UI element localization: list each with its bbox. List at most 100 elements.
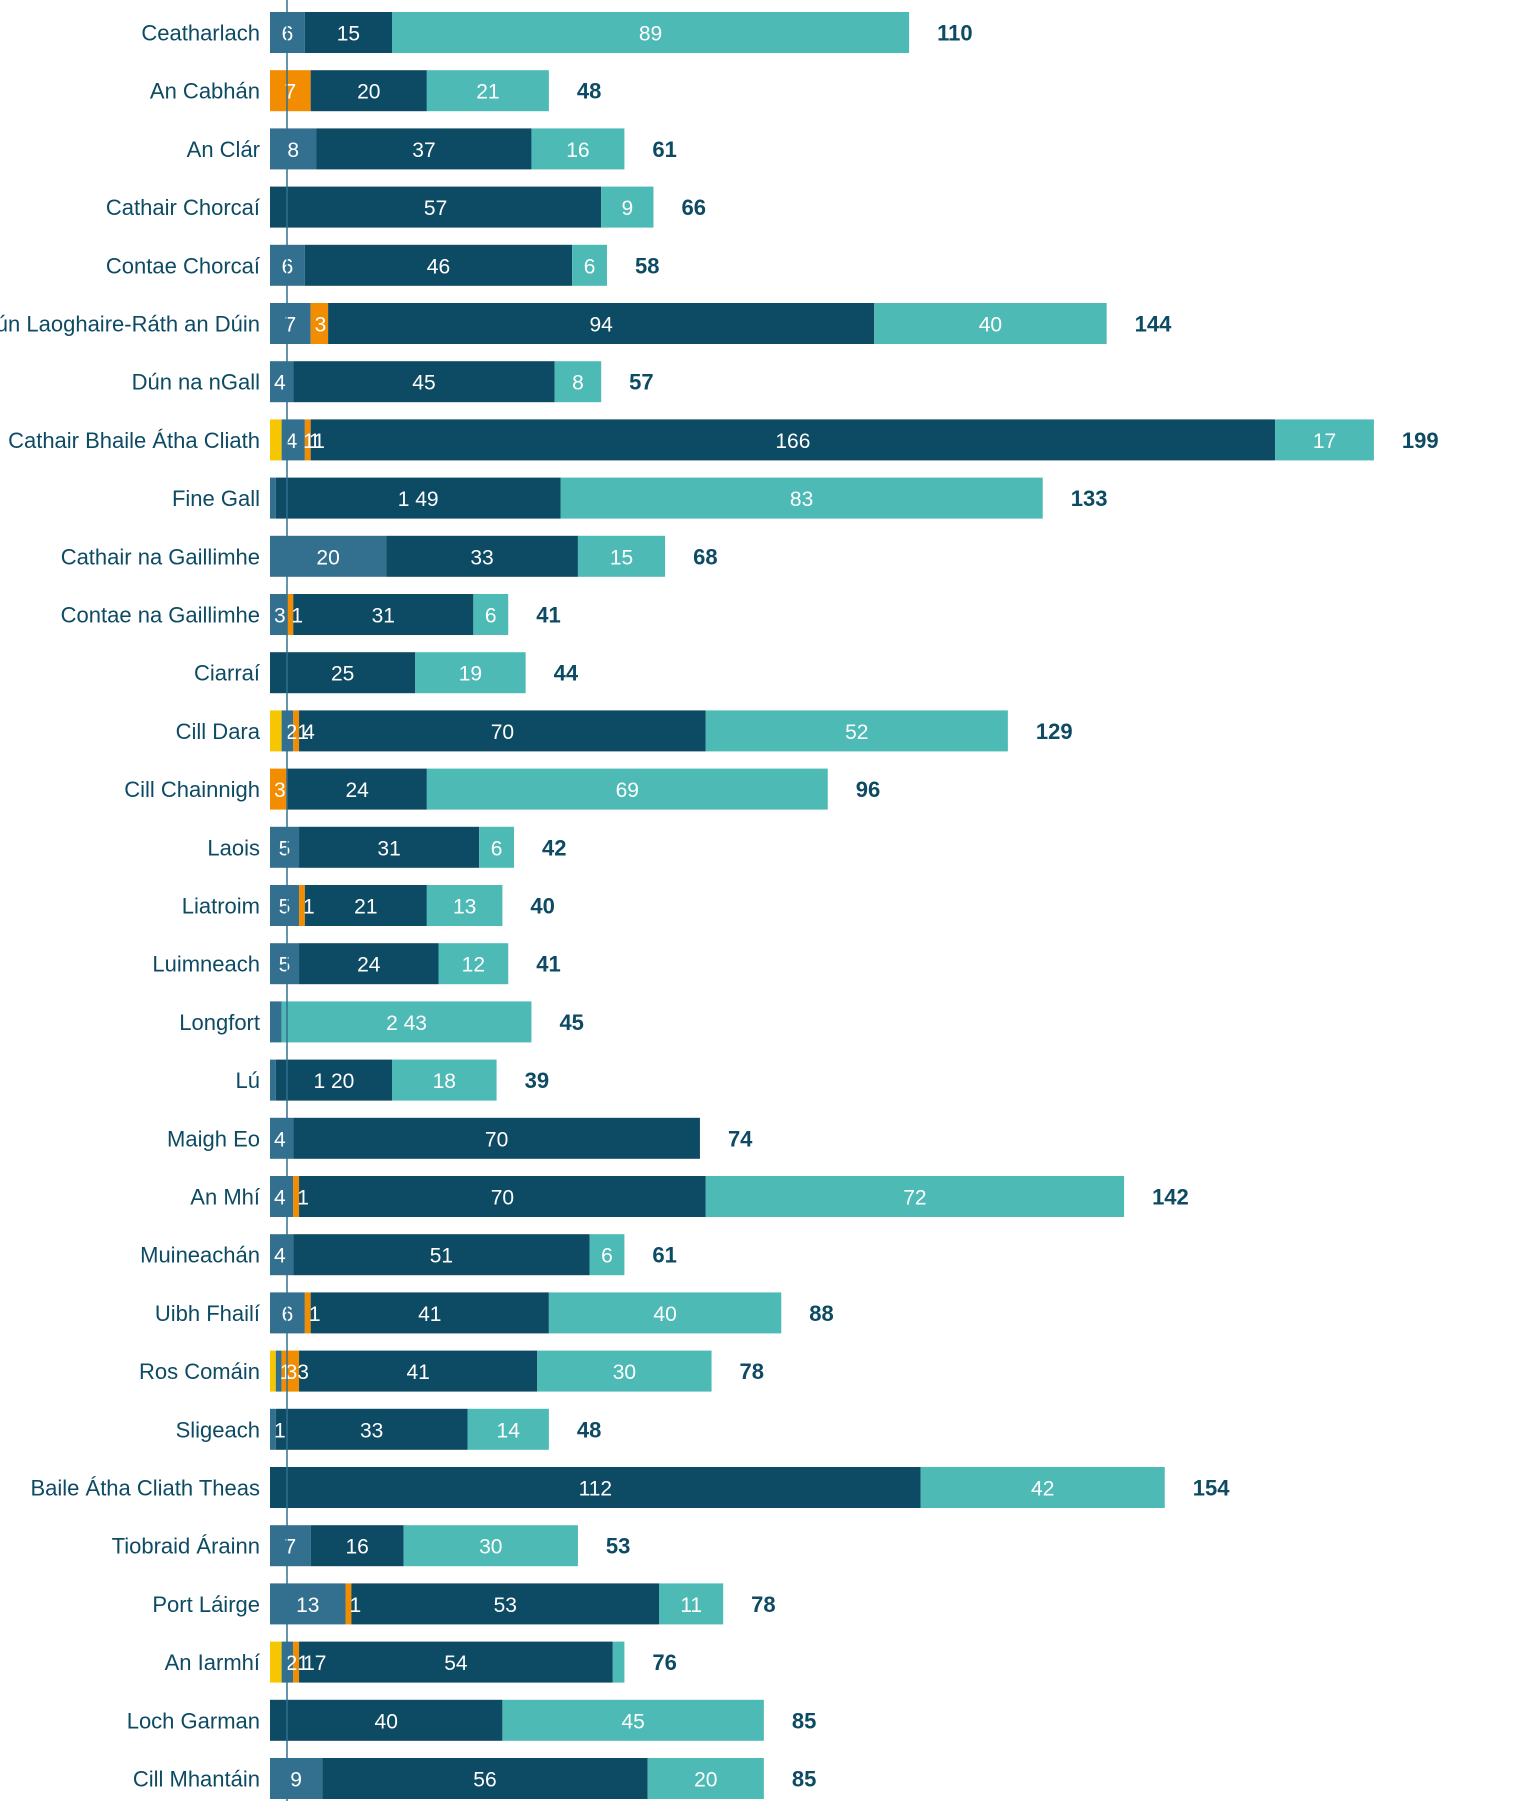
bar-segment	[299, 1176, 706, 1217]
segment-data-label: 4	[274, 1245, 286, 1268]
bar-segment	[270, 1641, 282, 1683]
category-label: Luimneach	[152, 952, 260, 977]
bar-segment	[293, 710, 300, 752]
total-data-label: 110	[937, 21, 973, 46]
segment-data-label: 15	[610, 546, 633, 569]
bar-segment	[270, 477, 276, 519]
segment-data-label: 5	[279, 954, 291, 977]
category-label: Dún Laoghaire-Ráth an Dúin	[0, 312, 260, 337]
bar-segment	[270, 186, 602, 228]
segment-data-label: 40	[653, 1303, 676, 1326]
bar-segment	[281, 1001, 532, 1043]
bar-segment	[310, 419, 1276, 461]
total-data-label: 66	[681, 195, 705, 220]
category-label: Cathair Chorcaí	[106, 195, 260, 220]
bar-segment	[659, 1583, 724, 1625]
category-label: Fine Gall	[172, 486, 260, 511]
bar-segment	[275, 1408, 468, 1450]
total-data-label: 154	[1193, 1476, 1230, 1501]
bar-segment	[293, 1234, 590, 1276]
segment-data-label: 40	[375, 1710, 398, 1733]
segment-data-label: 56	[473, 1769, 496, 1792]
bar-segment	[548, 1292, 782, 1334]
segment-data-label: 3	[274, 605, 286, 628]
segment-data-label: 16	[566, 139, 589, 162]
bar-segment	[316, 128, 532, 170]
segment-data-label: 31	[372, 605, 395, 628]
segment-data-label: 69	[616, 779, 639, 802]
segment-data-label: 46	[427, 255, 450, 278]
bar-segment	[577, 535, 666, 577]
segment-data-label: 31	[377, 837, 400, 860]
total-data-label: 74	[728, 1126, 753, 1151]
category-label: Ciarraí	[194, 661, 260, 686]
bar-segment	[270, 943, 300, 985]
segment-data-label: 1	[291, 605, 303, 628]
segment-data-label: 30	[479, 1536, 502, 1559]
segment-data-label: 4 11	[286, 430, 325, 453]
segment-data-label: 17	[1313, 430, 1336, 453]
bar-segment	[299, 710, 706, 752]
segment-data-label: 1	[274, 1419, 286, 1442]
segment-data-label: 7	[284, 1536, 296, 1559]
segment-data-label: 21	[476, 81, 499, 104]
bar-segment	[304, 244, 573, 286]
total-data-label: 78	[740, 1359, 764, 1384]
category-label: An Mhí	[190, 1185, 260, 1210]
segment-data-label: 7	[284, 81, 296, 104]
bar-segment	[479, 826, 515, 868]
category-label: An Iarmhí	[165, 1650, 260, 1675]
segment-data-label: 1 49	[398, 488, 439, 511]
segment-data-label: 1	[350, 1594, 362, 1617]
segment-data-label: 20	[316, 546, 339, 569]
segment-data-label: 41	[406, 1361, 429, 1384]
segment-data-label: 33	[470, 546, 493, 569]
bar-segment	[275, 477, 561, 519]
segment-data-label: 40	[979, 314, 1002, 337]
bar-segment	[304, 419, 311, 461]
bar-segment	[392, 1059, 497, 1101]
bar-segment	[560, 477, 1043, 519]
bar-segment	[310, 70, 427, 112]
segment-data-label: 8	[287, 139, 299, 162]
category-label: Ceatharlach	[141, 21, 260, 46]
bar-segment	[426, 768, 828, 810]
total-data-label: 48	[577, 1417, 601, 1442]
segment-data-label: 4	[274, 1187, 286, 1210]
segment-data-label: 166	[775, 430, 810, 453]
segment-data-label: 57	[424, 197, 447, 220]
segment-data-label: 70	[491, 721, 514, 744]
bar-segment	[1275, 419, 1374, 461]
total-data-label: 42	[542, 835, 566, 860]
bar-segment	[270, 303, 311, 344]
bar-segment	[270, 710, 282, 752]
segment-data-label: 1	[309, 430, 321, 453]
category-label: Ros Comáin	[139, 1359, 260, 1384]
segment-data-label: 16	[345, 1536, 368, 1559]
segment-data-label: 6	[485, 605, 497, 628]
segment-data-label: 3	[315, 314, 327, 337]
bar-segment	[270, 1059, 276, 1101]
bar-segment	[473, 594, 509, 635]
category-label: Port Láirge	[152, 1592, 260, 1617]
segment-data-label: 1	[297, 1652, 309, 1675]
bar-segment	[589, 1234, 625, 1276]
bar-segment	[554, 361, 602, 403]
bar-segment	[531, 128, 625, 170]
total-data-label: 41	[536, 603, 560, 628]
segment-data-label: 89	[639, 23, 662, 46]
bars-layer	[270, 12, 1374, 1799]
segment-data-label: 42	[1031, 1478, 1054, 1501]
bar-segment	[270, 1467, 921, 1508]
total-data-label: 68	[693, 544, 717, 569]
category-label: Longfort	[179, 1010, 260, 1035]
segment-data-label: 41	[418, 1303, 441, 1326]
segment-data-label: 20	[357, 81, 380, 104]
bar-segment	[310, 1292, 549, 1334]
total-data-label: 142	[1152, 1185, 1189, 1210]
bar-segment	[299, 943, 439, 985]
total-data-label: 85	[792, 1767, 816, 1792]
segment-data-label: 5	[279, 896, 291, 919]
